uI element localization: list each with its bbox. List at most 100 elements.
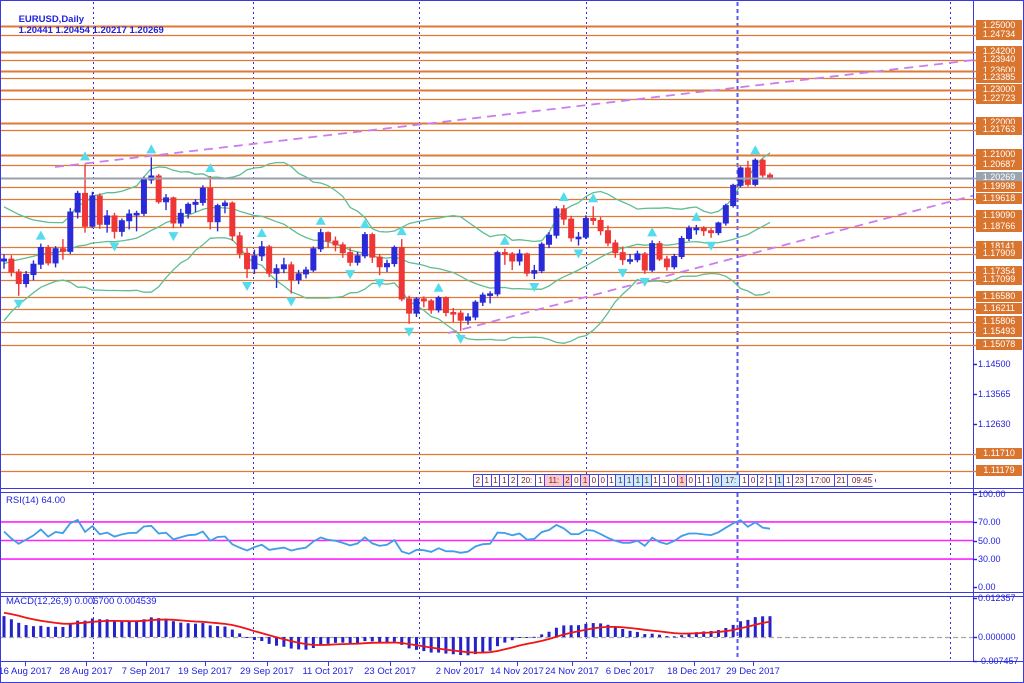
macd-histogram-bar <box>319 637 323 646</box>
price-level-label: 1.16580 <box>976 291 1022 302</box>
candle-body <box>229 202 236 237</box>
fractal-up-arrow-icon <box>205 163 216 173</box>
macd-histogram-bar <box>658 634 662 637</box>
macd-histogram-bar <box>238 633 242 637</box>
macd-histogram-bar <box>9 619 13 637</box>
rsi-scale-label: 30.00 <box>978 554 1001 564</box>
candle-body <box>590 217 597 221</box>
price-level-label: 1.22000 <box>976 117 1022 128</box>
date-label: 23 Oct 2017 <box>364 666 416 677</box>
candle-body <box>325 232 332 242</box>
macd-histogram-bar <box>400 637 404 645</box>
time-marker: 23 <box>792 474 807 487</box>
ohlc-values: 1.20441 1.20454 1.20217 1.20269 <box>18 25 164 36</box>
candle-body <box>207 187 214 223</box>
candle-body <box>715 222 722 234</box>
candle-body <box>685 227 692 239</box>
price-level-label: 1.16211 <box>976 303 1022 314</box>
price-level-label: 1.15806 <box>976 316 1022 327</box>
candle-body <box>310 248 317 271</box>
candle-body <box>759 159 766 176</box>
macd-histogram-bar <box>414 637 418 650</box>
macd-histogram-bar <box>385 637 389 643</box>
fractal-down-arrow-icon <box>286 297 297 307</box>
candle-body <box>619 252 626 261</box>
candle-body <box>553 208 560 236</box>
macd-histogram-bar <box>525 637 529 638</box>
macd-histogram-bar <box>186 623 190 637</box>
date-label: 6 Dec 2017 <box>605 666 655 677</box>
candle-body <box>693 227 700 231</box>
bollinger-middle-band <box>3 206 771 290</box>
main-price-panel[interactable] <box>1 2 973 487</box>
trendline[interactable] <box>447 194 973 334</box>
fractal-down-arrow-icon <box>706 241 717 251</box>
macd-histogram-bar <box>127 621 131 637</box>
macd-histogram-bar <box>68 624 72 637</box>
macd-histogram-bar <box>481 637 485 653</box>
price-level-label: 1.21763 <box>976 124 1022 135</box>
rsi-panel[interactable] <box>1 493 973 591</box>
fractal-up-arrow-icon <box>315 215 326 225</box>
macd-histogram-bar <box>554 627 558 637</box>
current-price-label: 1.20269 <box>976 172 1022 183</box>
fractal-up-arrow-icon <box>588 193 599 203</box>
price-level-label: 1.24734 <box>976 29 1022 40</box>
candle-body <box>501 252 508 255</box>
macd-histogram-bar <box>635 631 639 637</box>
candle-body <box>45 246 52 264</box>
fractal-down-arrow-icon <box>455 334 466 344</box>
trendline[interactable] <box>54 59 973 168</box>
time-marker: 17: <box>721 474 741 487</box>
macd-histogram-bar <box>326 637 330 644</box>
macd-histogram-bar <box>429 637 433 653</box>
macd-histogram-bar <box>459 637 463 656</box>
candle-body <box>538 243 545 272</box>
candle-body <box>317 232 324 250</box>
rsi-line <box>3 518 771 555</box>
price-level-label: 1.23000 <box>976 84 1022 95</box>
price-level-label: 1.11179 <box>976 465 1022 476</box>
macd-histogram-bar <box>761 616 765 637</box>
candle-body <box>398 246 405 300</box>
rsi-scale-label: 100.00 <box>978 489 1006 499</box>
macd-histogram-bar <box>24 625 28 637</box>
macd-histogram-bar <box>275 637 279 646</box>
date-label: 16 Aug 2017 <box>0 666 52 677</box>
macd-histogram-bar <box>363 637 367 642</box>
candle-body <box>52 248 59 264</box>
fractal-down-arrow-icon <box>374 279 385 289</box>
macd-label: MACD(12,26,9) 0.006700 0.004539 <box>6 596 157 607</box>
rsi-scale-label: 0.00 <box>978 582 996 592</box>
macd-histogram-bar <box>716 630 720 637</box>
candle-body <box>627 259 634 262</box>
macd-histogram-bar <box>135 621 139 637</box>
candle-body <box>258 246 265 257</box>
candle-body <box>170 197 177 224</box>
price-level-label: 1.24200 <box>976 46 1022 57</box>
fractal-up-arrow-icon <box>558 191 569 201</box>
fractal-up-arrow-icon <box>396 226 407 236</box>
candle-body <box>457 312 464 321</box>
macd-histogram-bar <box>171 621 175 637</box>
macd-histogram-bar <box>562 625 566 637</box>
candle-body <box>177 212 184 224</box>
macd-histogram-bar <box>488 637 492 651</box>
macd-panel[interactable] <box>1 597 973 660</box>
candle-body <box>671 255 678 268</box>
candle-body <box>582 217 589 238</box>
macd-histogram-bar <box>702 631 706 637</box>
candle-body <box>560 208 567 220</box>
price-level-label: 1.17099 <box>976 274 1022 285</box>
fractal-up-arrow-icon <box>359 219 370 229</box>
candle-body <box>140 179 147 214</box>
candle-body <box>302 269 309 275</box>
macd-histogram-bar <box>252 637 256 640</box>
candle-body <box>678 237 685 257</box>
candle-body <box>730 184 737 207</box>
candle-body <box>442 297 449 313</box>
candle-body <box>465 316 472 321</box>
candle-body <box>295 273 302 281</box>
